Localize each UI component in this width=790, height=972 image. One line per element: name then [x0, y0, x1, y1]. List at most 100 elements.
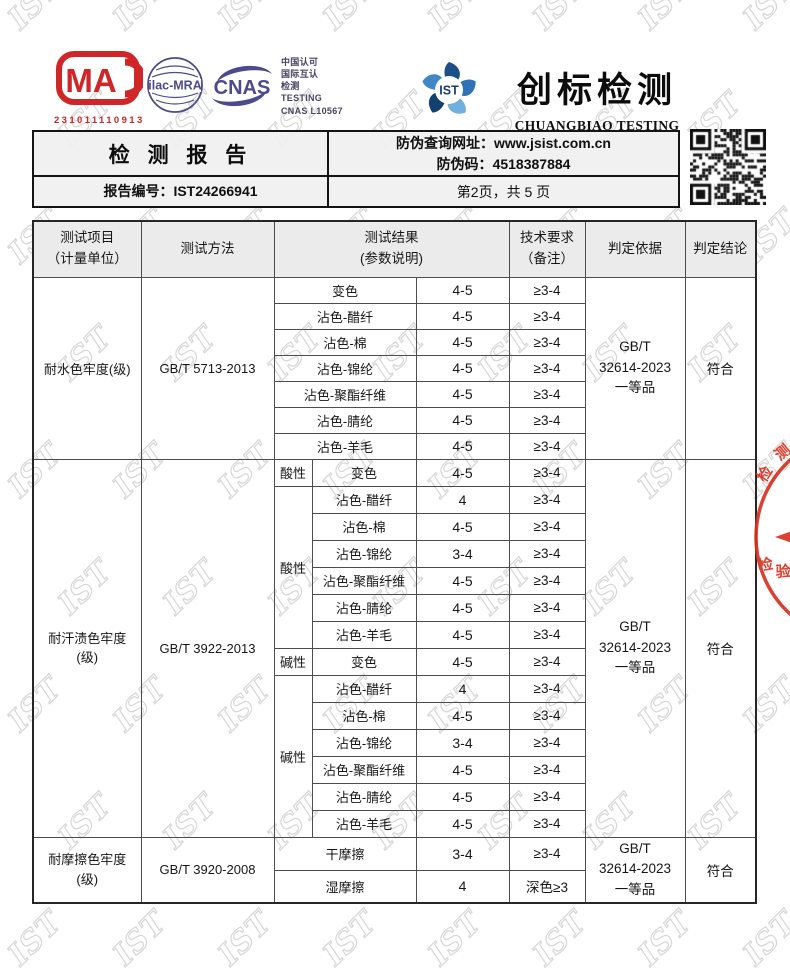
result-value-cell: 4-5 — [415, 620, 510, 649]
col-header-test-result: 测试结果 (参数说明) — [273, 220, 510, 278]
company-name-en: CHUANGBIAO TESTING — [514, 118, 680, 133]
report-no: IST24266941 — [173, 183, 258, 199]
basis-cell: GB/T 32614-2023 一等品 — [584, 458, 686, 838]
requirement-cell: ≥3-4 — [508, 647, 586, 676]
qr-code — [690, 129, 766, 205]
result-value-cell: 3-4 — [415, 728, 510, 757]
watermark-ist: IST — [316, 904, 385, 972]
result-value-cell: 4-5 — [415, 380, 510, 408]
result-value-cell: 4-5 — [415, 432, 510, 460]
requirement-cell: ≥3-4 — [508, 836, 586, 871]
ist-logo-text: IST — [439, 84, 459, 98]
conclusion-cell: 符合 — [684, 836, 757, 904]
requirement-cell: ≥3-4 — [508, 432, 586, 460]
result-row: 沾色-聚酯纤维 4-5 ≥3-4 — [33, 380, 756, 408]
acid-alkali-cell: 碱性 — [273, 674, 313, 838]
antifake-url-line: 防伪查询网址：www.jsist.com.cn — [396, 133, 611, 154]
report-title-cell: 检 测 报 告 — [34, 132, 329, 177]
result-value-cell: 4 — [415, 674, 510, 703]
requirement-cell: ≥3-4 — [508, 539, 586, 568]
result-label-cell: 干摩擦 — [273, 836, 417, 871]
antifake-code: 4518387884 — [492, 155, 571, 172]
accreditation-line: CNAS L10567 — [281, 105, 343, 116]
result-label-cell: 沾色-羊毛 — [273, 432, 417, 460]
acid-alkali-cell: 酸性 — [273, 458, 313, 487]
result-value-cell: 4-5 — [415, 566, 510, 595]
result-label-cell: 沾色-棉 — [273, 328, 417, 356]
logo-band: MA 231011110913 ilac-MRA CNAS 中国认可 国际互认 … — [0, 0, 790, 215]
stamp-arc-char: 验 — [775, 562, 790, 581]
antifake-code-line: 防伪码：4518387884 — [437, 154, 571, 175]
test-method-cell: GB/T 3922-2013 — [140, 458, 275, 838]
result-row: 沾色-羊毛 4-5 ≥3-4 — [33, 620, 756, 649]
col-header-line: （备注） — [520, 251, 574, 267]
result-row: 沾色-锦纶 3-4 ≥3-4 — [33, 728, 756, 757]
report-no-label: 报告编号： — [103, 183, 174, 199]
stamp-star — [775, 531, 790, 543]
result-row: 沾色-聚酯纤维 4-5 ≥3-4 — [33, 566, 756, 595]
requirement-cell: ≥3-4 — [508, 755, 586, 784]
result-value-cell: 4-5 — [415, 755, 510, 784]
result-label-cell: 沾色-腈纶 — [311, 782, 417, 811]
watermark-ist: IST — [631, 904, 700, 972]
requirement-cell: ≥3-4 — [508, 728, 586, 757]
result-value-cell: 4-5 — [415, 458, 510, 487]
requirement-cell: ≥3-4 — [508, 566, 586, 595]
result-value-cell: 3-4 — [415, 539, 510, 568]
ist-company-logo-icon: IST — [422, 62, 476, 114]
result-value-cell: 4-5 — [415, 328, 510, 356]
col-header-line: 技术要求 — [520, 230, 574, 246]
result-value-cell: 4-5 — [415, 647, 510, 676]
report-no-cell: 报告编号：IST24266941 — [34, 177, 329, 206]
result-value-cell: 4-5 — [415, 782, 510, 811]
result-label-cell: 沾色-聚酯纤维 — [311, 755, 417, 784]
requirement-cell: ≥3-4 — [508, 276, 586, 304]
requirement-cell: ≥3-4 — [508, 593, 586, 622]
result-label-cell: 变色 — [311, 458, 417, 487]
result-label-cell: 沾色-聚酯纤维 — [273, 380, 417, 408]
result-value-cell: 4-5 — [415, 809, 510, 838]
result-row: 耐汗渍色牢度 (级) GB/T 3922-2013 酸性 变色 4-5 ≥3-4 GB/T 32… — [32, 458, 757, 838]
accreditation-text-block: 中国认可 国际互认 检测 TESTING CNAS L10567 — [281, 56, 343, 117]
accreditation-line: 国际互认 — [281, 69, 319, 80]
result-label-cell: 沾色-醋纤 — [273, 302, 417, 330]
company-name-cn: 创标检测 — [516, 71, 677, 110]
result-label-cell: 沾色-锦纶 — [311, 728, 417, 757]
result-label-cell: 变色 — [273, 276, 417, 304]
basis-cell: GB/T 32614-2023 一等品 — [584, 276, 686, 460]
result-label-cell: 沾色-醋纤 — [311, 674, 417, 703]
watermark-ist: IST — [421, 904, 490, 972]
antifake-url-label: 防伪查询网址： — [396, 134, 495, 151]
watermark-ist: IST — [786, 319, 790, 388]
requirement-cell: ≥3-4 — [508, 809, 586, 838]
result-label-cell: 沾色-醋纤 — [311, 485, 417, 514]
watermark-ist: IST — [786, 787, 790, 856]
result-value-cell: 4-5 — [415, 354, 510, 382]
stamp-arc-char: 测 — [771, 441, 790, 464]
result-row: 湿摩擦 4 深色≥3 — [33, 869, 756, 904]
result-row: 沾色-腈纶 4-5 ≥3-4 — [33, 782, 756, 811]
result-row: 沾色-羊毛 4-5 ≥3-4 — [33, 809, 756, 838]
watermark-ist: IST — [211, 904, 280, 972]
cma-logo-icon: MA — [56, 51, 146, 105]
col-header-test-item: 测试项目 （计量单位） — [32, 220, 142, 278]
requirement-cell: ≥3-4 — [508, 512, 586, 541]
acid-alkali-cell: 酸性 — [273, 485, 313, 649]
watermark-ist: IST — [106, 904, 175, 972]
result-value-cell: 4-5 — [415, 512, 510, 541]
col-header-test-method: 测试方法 — [140, 220, 275, 278]
result-label-cell: 沾色-棉 — [311, 512, 417, 541]
result-label-cell: 沾色-聚酯纤维 — [311, 566, 417, 595]
result-row: 耐水色牢度(级) GB/T 5713-2013 变色 4-5 ≥3-4 GB/T 32614… — [32, 276, 757, 460]
accreditation-line: 中国认可 — [281, 57, 319, 67]
result-value-cell: 4-5 — [415, 593, 510, 622]
result-value-cell: 4-5 — [415, 701, 510, 730]
result-label-cell: 沾色-棉 — [311, 701, 417, 730]
col-header-line: （计量单位） — [46, 251, 128, 267]
result-label-cell: 沾色-腈纶 — [311, 593, 417, 622]
result-row: 沾色-棉 4-5 ≥3-4 — [33, 328, 756, 356]
cma-number: 231011110913 — [54, 115, 145, 126]
result-value-cell: 4 — [415, 869, 510, 904]
result-row: 沾色-聚酯纤维 4-5 ≥3-4 — [33, 755, 756, 784]
result-label-cell: 沾色-锦纶 — [311, 539, 417, 568]
